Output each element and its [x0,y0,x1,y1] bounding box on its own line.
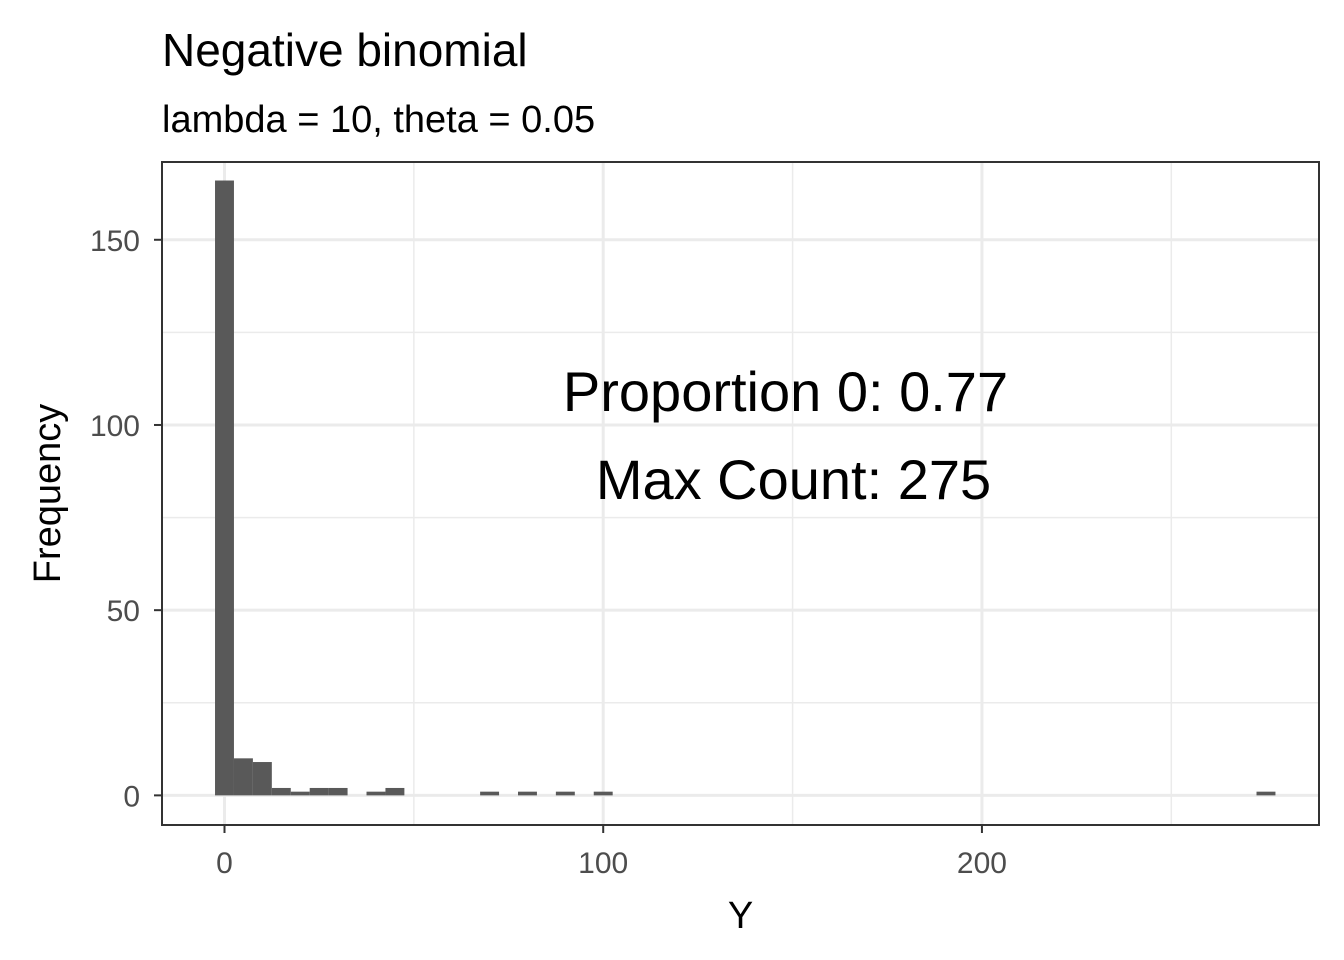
y-axis-label: Frequency [27,404,69,584]
histogram-bar [215,180,234,796]
histogram-bar [309,787,329,796]
histogram-bar [252,762,272,796]
histogram-bar [555,791,575,796]
y-tick-label: 0 [123,780,140,813]
histogram-bar [328,787,348,796]
grid-lines [162,162,1319,825]
histogram-bar [271,787,291,796]
y-tick-label: 50 [107,595,140,628]
histogram-bar [518,791,537,796]
axis-ticks: 0 100 200 0 50 100 150 [90,225,1007,880]
histogram-bar [593,791,613,796]
histogram-bar [385,787,405,796]
y-tick-label: 150 [90,225,140,258]
x-axis-label: Y [728,895,753,937]
chart-subtitle: lambda = 10, theta = 0.05 [162,99,595,141]
y-tick-label: 100 [90,410,140,443]
annotation-max-count: Max Count: 275 [596,448,991,511]
histogram-bar [233,758,253,796]
histogram-bars [215,180,1276,796]
x-tick-label: 100 [578,847,628,880]
x-tick-label: 0 [216,847,233,880]
chart-title: Negative binomial [162,24,528,76]
annotation-proportion-zero: Proportion 0: 0.77 [563,360,1008,423]
histogram-bar [480,791,500,796]
panel-border [161,161,1320,826]
histogram-bar [290,791,310,796]
x-tick-label: 200 [957,847,1007,880]
histogram-bar [366,791,386,796]
histogram-bar [1256,791,1276,796]
